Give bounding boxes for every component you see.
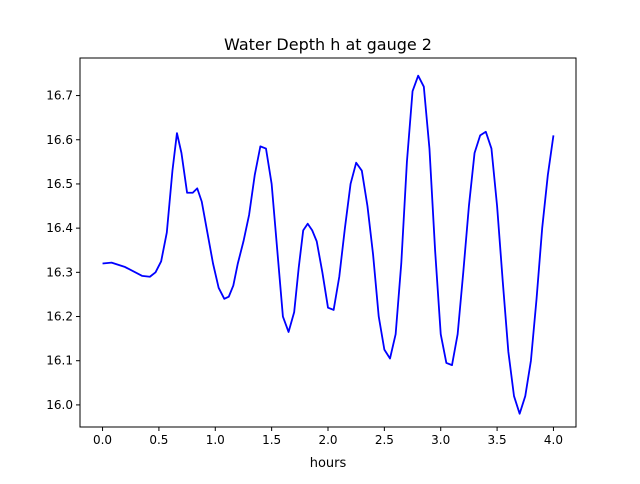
x-tick-label: 1.0: [206, 433, 225, 447]
x-tick-label: 3.0: [431, 433, 450, 447]
y-tick-label: 16.0: [46, 398, 73, 412]
y-tick-label: 16.2: [46, 310, 73, 324]
x-tick-label: 1.5: [262, 433, 281, 447]
x-axis-label: hours: [310, 456, 347, 471]
x-tick-label: 4.0: [544, 433, 563, 447]
y-tick-label: 16.4: [46, 221, 73, 235]
y-tick-label: 16.6: [46, 133, 73, 147]
plot-area: 0.0 0.5 1.0 1.5 2.0 2.5 3.0 3.5 4.0 16.0 16.1 16.2 1…: [46, 57, 577, 447]
x-tick-label: 0.5: [149, 433, 168, 447]
y-tick-label: 16.3: [46, 265, 73, 279]
y-tick-label: 16.5: [46, 177, 73, 191]
x-tick-label: 2.0: [318, 433, 337, 447]
x-tick-label: 0.0: [93, 433, 112, 447]
chart-title: Water Depth h at gauge 2: [224, 35, 432, 54]
x-tick-label: 2.5: [375, 433, 394, 447]
y-tick-label: 16.1: [46, 354, 73, 368]
y-tick-label: 16.7: [46, 89, 73, 103]
series-line-0: [102, 74, 555, 415]
x-tick-label: 3.5: [488, 433, 507, 447]
